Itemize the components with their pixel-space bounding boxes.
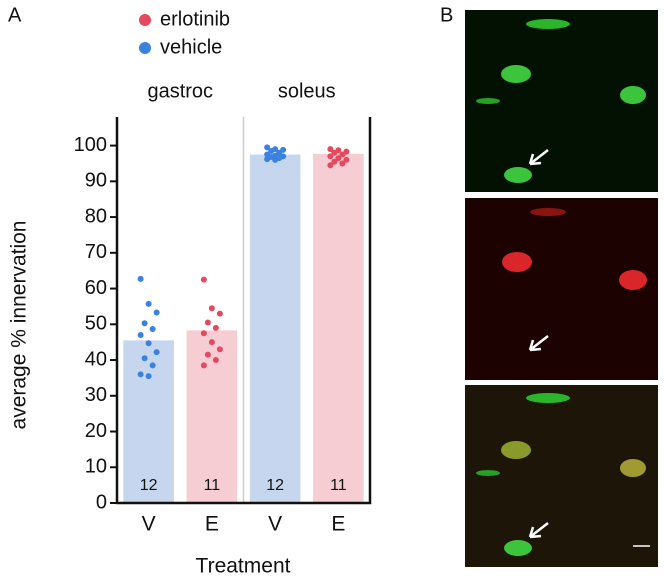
blob <box>504 540 532 556</box>
blob <box>526 393 570 403</box>
x-tick-label: V <box>142 513 156 536</box>
y-tick-label: 10 <box>85 456 107 478</box>
data-point <box>153 349 160 356</box>
blob <box>620 459 646 477</box>
data-point <box>331 149 338 156</box>
data-point <box>204 319 211 326</box>
data-point <box>153 309 160 316</box>
x-tick-label: E <box>331 513 345 536</box>
y-tick-label: 40 <box>85 348 107 370</box>
data-point <box>200 276 207 283</box>
axes <box>115 117 372 505</box>
group-label: soleus <box>278 80 336 102</box>
data-point <box>137 332 144 339</box>
blob <box>476 98 500 104</box>
data-point <box>264 156 271 163</box>
n-label: 11 <box>330 477 347 494</box>
bar <box>186 330 238 503</box>
data-point <box>208 305 215 312</box>
panel-label: B <box>440 4 453 26</box>
data-point <box>200 362 207 369</box>
y-tick-label: 30 <box>85 384 107 406</box>
blob <box>530 208 566 216</box>
data-point <box>212 324 219 331</box>
data-point <box>339 160 346 167</box>
y-tick-label: 80 <box>85 205 107 227</box>
blob <box>502 252 532 272</box>
blob <box>620 86 646 104</box>
y-tick-label: 20 <box>85 420 107 442</box>
n-label: 11 <box>204 477 221 494</box>
data-point <box>331 158 338 165</box>
blob <box>501 441 531 459</box>
image-red <box>465 198 658 380</box>
bar <box>123 340 174 503</box>
x-tick-label: V <box>268 513 282 536</box>
data-point <box>200 330 207 337</box>
data-point <box>327 146 334 153</box>
blob <box>501 65 531 83</box>
y-tick-label: 50 <box>85 313 107 335</box>
data-point <box>272 156 279 163</box>
data-point <box>141 355 148 362</box>
x-tick-label: E <box>205 513 219 536</box>
legend-label: vehicle <box>160 36 222 58</box>
data-point <box>327 153 334 160</box>
y-tick-label: 60 <box>85 277 107 299</box>
group-label: gastroc <box>147 80 213 102</box>
data-point <box>145 373 152 380</box>
data-point <box>216 310 223 317</box>
data-point <box>149 325 156 332</box>
n-label: 12 <box>140 477 158 494</box>
blob <box>526 19 570 29</box>
y-tick-label: 100 <box>74 134 107 156</box>
data-point <box>268 147 275 154</box>
legend-marker <box>139 42 151 54</box>
data-point <box>145 340 152 347</box>
blob <box>476 470 500 476</box>
data-point <box>327 162 334 169</box>
n-label: 12 <box>266 477 284 494</box>
data-point <box>343 156 350 163</box>
blob <box>504 167 532 183</box>
legend-label: erlotinib <box>160 8 230 30</box>
data-point <box>208 339 215 346</box>
blob <box>619 270 647 290</box>
y-tick-label: 0 <box>96 491 107 513</box>
panel-label: A <box>8 4 22 26</box>
data-point <box>216 346 223 353</box>
data-point <box>137 371 144 378</box>
legend-marker <box>139 14 151 26</box>
bar <box>249 154 301 503</box>
image-merge <box>465 385 658 567</box>
x-axis-label: Treatment <box>196 555 291 578</box>
data-point <box>212 357 219 364</box>
micrographs <box>465 10 658 567</box>
y-axis-label: average % innervation <box>8 221 31 430</box>
data-point <box>204 351 211 358</box>
data-point <box>141 320 148 327</box>
y-tick-label: 70 <box>85 241 107 263</box>
y-tick-label: 90 <box>85 170 107 192</box>
data-point <box>264 144 271 151</box>
data-point <box>335 155 342 162</box>
arrows <box>528 149 650 547</box>
data-point <box>137 275 144 282</box>
data-point <box>145 300 152 307</box>
data-point <box>149 362 156 369</box>
data-point <box>339 151 346 158</box>
bar <box>313 153 364 503</box>
